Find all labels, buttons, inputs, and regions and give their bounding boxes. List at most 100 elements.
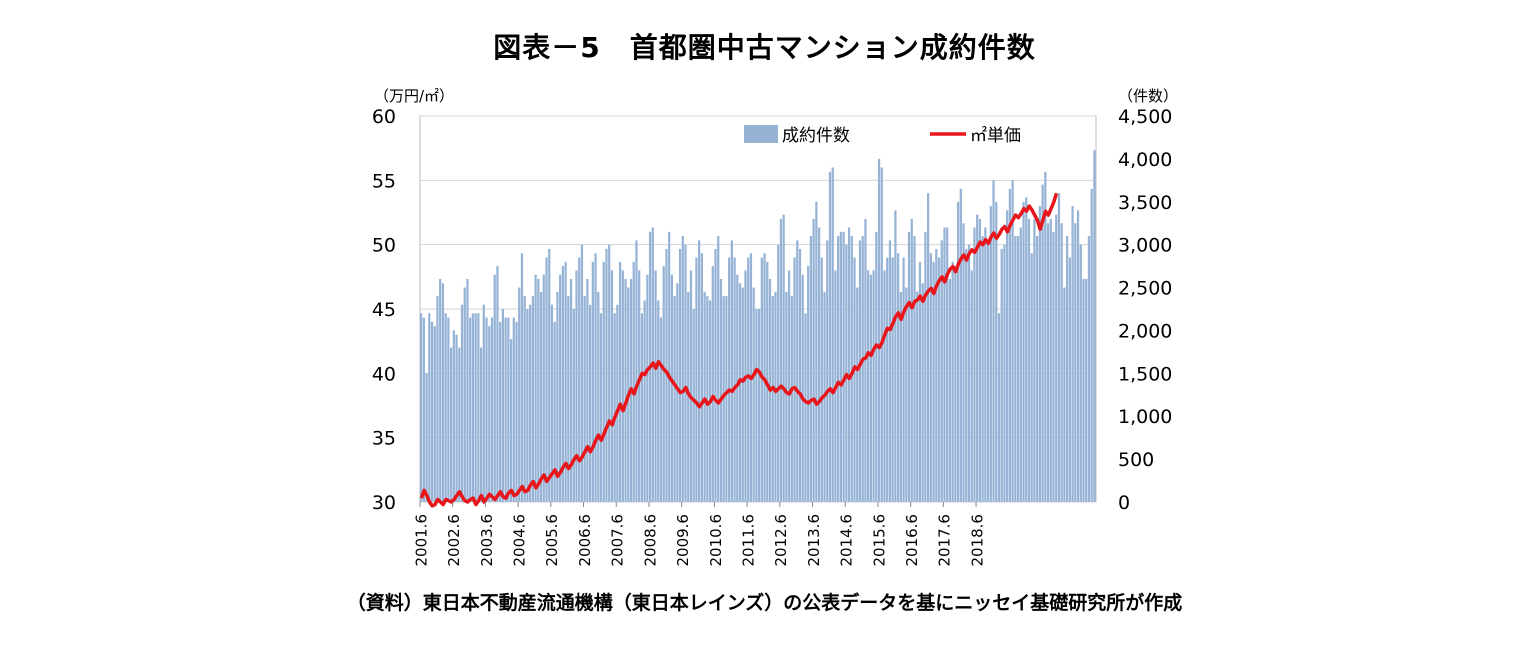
bar bbox=[812, 218, 815, 502]
bar bbox=[640, 313, 644, 502]
bar bbox=[970, 270, 973, 502]
bar bbox=[924, 231, 927, 503]
bar bbox=[921, 283, 924, 502]
bar bbox=[1090, 188, 1093, 502]
bar bbox=[782, 214, 785, 502]
bar bbox=[687, 291, 690, 502]
bar bbox=[477, 313, 480, 502]
bar bbox=[542, 274, 545, 502]
bar bbox=[828, 171, 832, 502]
bar bbox=[1071, 206, 1074, 502]
bar bbox=[976, 214, 979, 502]
bar bbox=[831, 167, 834, 502]
bar bbox=[485, 317, 488, 502]
bar bbox=[962, 223, 965, 502]
bar bbox=[706, 296, 709, 502]
x-tick-label: 2010.6 bbox=[707, 514, 725, 567]
bar bbox=[509, 339, 513, 502]
bar bbox=[673, 296, 676, 502]
bar bbox=[738, 283, 742, 502]
bar bbox=[591, 261, 594, 502]
bar bbox=[534, 274, 537, 502]
bar bbox=[452, 330, 455, 502]
bar bbox=[569, 278, 573, 502]
bar bbox=[760, 257, 763, 502]
bar bbox=[869, 274, 872, 502]
bar bbox=[425, 373, 428, 502]
bar bbox=[564, 261, 567, 502]
bar bbox=[897, 253, 900, 502]
bar bbox=[755, 309, 758, 502]
bar bbox=[695, 257, 698, 502]
bar bbox=[867, 270, 870, 502]
bar bbox=[995, 201, 998, 502]
bar bbox=[654, 270, 657, 502]
bar bbox=[1036, 236, 1039, 502]
bar bbox=[891, 257, 894, 502]
bar bbox=[1063, 287, 1066, 502]
source-note: （資料）東日本不動産流通機構（東日本レインズ）の公表データを基にニッセイ基礎研究… bbox=[346, 592, 1183, 614]
left-tick-label: 30 bbox=[372, 492, 396, 514]
bar bbox=[1014, 236, 1017, 502]
bar bbox=[1066, 236, 1069, 502]
bar bbox=[428, 313, 431, 502]
bar bbox=[1074, 223, 1077, 502]
bar bbox=[681, 236, 684, 502]
bar bbox=[905, 287, 908, 502]
bar bbox=[496, 266, 499, 502]
bar bbox=[597, 291, 600, 502]
bar bbox=[932, 261, 935, 502]
bar bbox=[986, 244, 990, 503]
bar bbox=[984, 227, 987, 502]
bar bbox=[632, 261, 635, 502]
bar bbox=[439, 278, 442, 502]
x-axis: 2001.6 2002.6 2003.6 2004.6 2005.6 2006.6 2007… bbox=[412, 502, 986, 567]
bar bbox=[730, 240, 733, 502]
bar bbox=[733, 257, 736, 502]
bar bbox=[463, 287, 466, 502]
bar bbox=[659, 317, 663, 502]
bar bbox=[1052, 231, 1055, 503]
bar bbox=[747, 257, 750, 502]
bar bbox=[722, 296, 725, 502]
bar bbox=[997, 313, 1001, 502]
bar bbox=[1060, 223, 1063, 502]
bar bbox=[662, 266, 665, 502]
bar bbox=[635, 240, 638, 502]
x-tick-label: 2013.6 bbox=[805, 514, 823, 567]
bar bbox=[853, 257, 856, 502]
bar bbox=[624, 278, 627, 502]
bar bbox=[736, 274, 739, 502]
right-tick-label: 0 bbox=[1118, 492, 1130, 514]
left-axis: 60 55 50 45 40 35 30 bbox=[372, 106, 396, 514]
bar bbox=[572, 309, 575, 502]
bar bbox=[888, 240, 892, 502]
x-tick-label: 2007.6 bbox=[609, 514, 627, 567]
bar bbox=[523, 296, 526, 502]
bar bbox=[1046, 223, 1050, 502]
line-series bbox=[419, 192, 1059, 508]
right-tick-label: 1,000 bbox=[1118, 406, 1172, 428]
left-tick-label: 40 bbox=[372, 363, 396, 385]
bar bbox=[796, 240, 799, 502]
bar bbox=[610, 270, 614, 502]
legend: 成約件数 ㎡単価 bbox=[744, 125, 1021, 146]
bar bbox=[621, 270, 624, 502]
bar bbox=[875, 231, 878, 503]
bar bbox=[1008, 188, 1012, 502]
bar bbox=[638, 270, 641, 502]
bar bbox=[594, 253, 597, 502]
bar bbox=[992, 180, 995, 502]
bar bbox=[956, 201, 960, 502]
bar bbox=[902, 257, 905, 502]
bar bbox=[469, 317, 472, 502]
bar bbox=[676, 283, 679, 502]
bar bbox=[668, 231, 671, 503]
bar bbox=[550, 304, 554, 502]
bar bbox=[981, 236, 984, 502]
right-tick-label: 4,500 bbox=[1118, 106, 1172, 128]
bar bbox=[758, 309, 761, 502]
bar bbox=[1049, 218, 1052, 502]
bar bbox=[820, 257, 823, 502]
bar bbox=[482, 304, 485, 502]
